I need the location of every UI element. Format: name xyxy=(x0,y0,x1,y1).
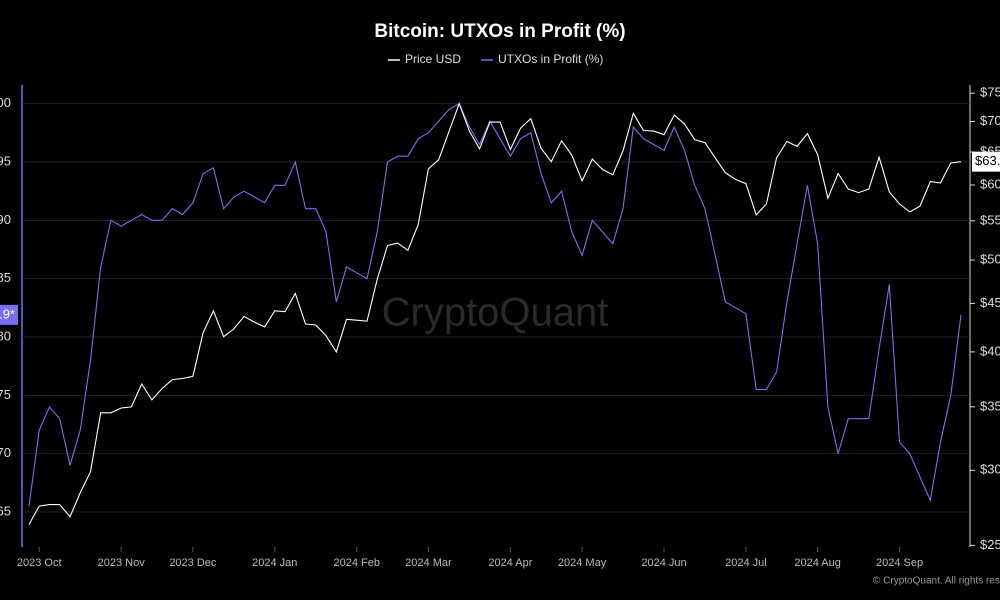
current-value-label: 81.9* xyxy=(0,306,15,321)
x-tick-label: 2023 Dec xyxy=(169,557,217,569)
y-tick-label: 75 xyxy=(0,387,11,402)
y-tick-label: 65 xyxy=(0,503,11,518)
y-tick-label: 95 xyxy=(0,153,11,168)
y2-tick-label: $30K xyxy=(980,462,1000,477)
legend-label: Price USD xyxy=(405,52,461,66)
current-value-badge xyxy=(972,151,1000,172)
y2-tick-label: $25K xyxy=(980,537,1000,552)
y-tick-label: 90 xyxy=(0,212,11,227)
y2-tick-label: $40K xyxy=(980,343,1000,358)
current-value-label: $63.5K xyxy=(975,153,1000,168)
series-line xyxy=(28,102,962,525)
x-tick-label: 2024 Sep xyxy=(876,557,923,569)
y2-tick-label: $45K xyxy=(980,295,1000,310)
y2-tick-label: $35K xyxy=(980,398,1000,413)
current-value-badge xyxy=(0,304,18,325)
y-tick-label: 70 xyxy=(0,445,11,460)
watermark: CryptoQuant xyxy=(382,291,609,335)
y-tick-label: 100 xyxy=(0,95,11,110)
credit: © CryptoQuant. All rights reserved. xyxy=(873,576,1000,587)
y-tick-label: 80 xyxy=(0,328,11,343)
x-tick-label: 2024 May xyxy=(558,557,607,569)
y2-tick-label: $55K xyxy=(980,212,1000,227)
x-tick-label: 2024 Feb xyxy=(333,557,379,569)
y2-tick-label: $60K xyxy=(980,176,1000,191)
y2-tick-label: $50K xyxy=(980,251,1000,266)
x-tick-label: 2023 Oct xyxy=(17,557,62,569)
x-tick-label: 2024 Jul xyxy=(725,557,767,569)
series-line xyxy=(28,102,962,507)
x-tick-label: 2024 Aug xyxy=(794,557,841,569)
y2-tick-label: $75K xyxy=(980,85,1000,100)
x-tick-label: 2024 Jan xyxy=(252,557,297,569)
legend-label: UTXOs in Profit (%) xyxy=(498,52,603,66)
y2-tick-label: $70K xyxy=(980,113,1000,128)
chart-title: Bitcoin: UTXOs in Profit (%) xyxy=(374,21,625,42)
y-tick-label: 85 xyxy=(0,270,11,285)
x-tick-label: 2024 Jun xyxy=(641,557,686,569)
x-tick-label: 2024 Mar xyxy=(405,557,452,569)
x-tick-label: 2024 Apr xyxy=(488,557,532,569)
x-tick-label: 2023 Nov xyxy=(98,557,146,569)
